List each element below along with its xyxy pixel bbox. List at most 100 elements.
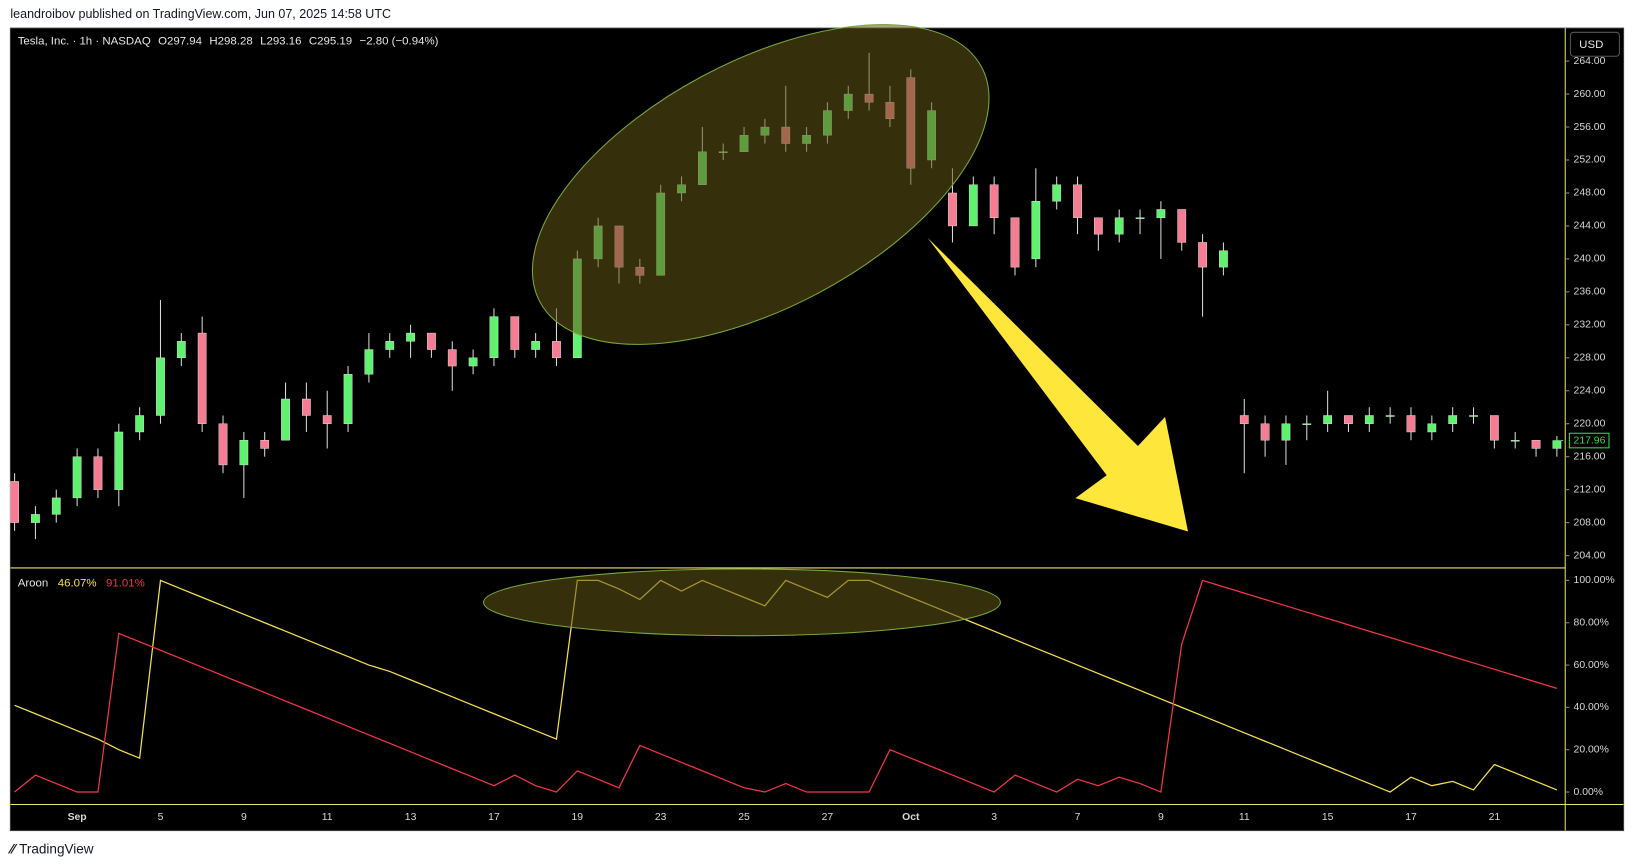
- x-tick-label: 23: [655, 812, 667, 823]
- candle-body: [176, 341, 186, 359]
- candle-body: [406, 332, 415, 342]
- y-tick-label: 60.00%: [1574, 660, 1609, 671]
- footer-logo-text: TradingView: [19, 841, 94, 856]
- x-tick-label: 7: [1075, 812, 1081, 823]
- indicator-title: Aroon: [18, 578, 49, 590]
- candle-body: [322, 415, 332, 424]
- y-tick-label: 264.00: [1574, 56, 1606, 67]
- aroon-line: [14, 579, 1558, 793]
- candle-body: [156, 357, 165, 416]
- y-tick-label: 0.00%: [1574, 787, 1604, 798]
- candle-body: [51, 497, 61, 515]
- symbol-legend: Tesla, Inc. · 1h · NASDAQ O297.94 H298.2…: [18, 36, 439, 48]
- candle-body: [93, 456, 103, 490]
- x-tick-label: 9: [1158, 812, 1164, 823]
- candle-body: [1156, 209, 1166, 218]
- candle-body: [218, 423, 228, 466]
- candle-body: [281, 398, 290, 441]
- candle-body: [1406, 415, 1416, 433]
- y-tick-label: 232.00: [1574, 320, 1606, 331]
- ohlc-value: O297.94: [158, 36, 203, 48]
- last-price-label: 217.96: [1574, 435, 1606, 446]
- candle-body: [1552, 440, 1562, 449]
- ohlc-change: −2.80 (−0.94%): [360, 36, 439, 48]
- x-tick-label: 17: [488, 812, 500, 823]
- x-tick-label: 27: [822, 812, 834, 823]
- indicator-legend: Aroon 46.07% 91.01%: [18, 578, 145, 590]
- y-tick-label: 228.00: [1574, 353, 1606, 364]
- candle-body: [364, 349, 374, 375]
- candle-body: [1219, 250, 1228, 268]
- x-tick-label: 9: [241, 812, 247, 823]
- candle-body: [1364, 415, 1374, 424]
- candle-body: [1198, 242, 1207, 268]
- y-tick-label: 208.00: [1574, 517, 1606, 528]
- candle-body: [1427, 423, 1437, 433]
- last-price-box: [1568, 432, 1610, 449]
- currency-button[interactable]: [1569, 31, 1620, 57]
- x-tick-label: 25: [738, 812, 750, 823]
- y-tick-label: 260.00: [1574, 89, 1606, 100]
- y-tick-label: 216.00: [1574, 451, 1606, 462]
- candle-body: [1239, 415, 1249, 424]
- candle-body: [1052, 184, 1062, 202]
- y-tick-label: 80.00%: [1574, 618, 1609, 629]
- candle-body: [31, 514, 40, 523]
- candle-body: [1448, 415, 1458, 424]
- candle-body: [1323, 415, 1333, 424]
- y-tick-label: 240.00: [1574, 254, 1606, 265]
- arrow-annotation: [927, 237, 1188, 532]
- candle-body: [1302, 423, 1312, 425]
- ohlc-value: L293.16: [260, 36, 301, 48]
- y-tick-label: 220.00: [1574, 418, 1606, 429]
- candle-body: [1469, 415, 1478, 417]
- highlight-ellipse: [531, 24, 990, 345]
- candle-body: [197, 332, 207, 424]
- x-tick-label: 11: [322, 812, 333, 823]
- symbol-title: Tesla, Inc. · 1h · NASDAQ: [18, 36, 151, 48]
- publisher-line: leandroibov published on TradingView.com…: [10, 7, 391, 21]
- candle-body: [343, 374, 353, 424]
- candle-body: [10, 481, 19, 523]
- candle-body: [72, 456, 82, 499]
- highlight-ellipse: [483, 568, 1001, 637]
- candle-body: [489, 316, 499, 359]
- x-tick-label: 13: [405, 812, 417, 823]
- x-tick-label: 19: [572, 812, 584, 823]
- ohlc-value: H298.28: [209, 36, 252, 48]
- candle-body: [427, 332, 436, 350]
- y-tick-label: 212.00: [1574, 484, 1606, 495]
- candle-body: [1385, 415, 1395, 417]
- footer-logo: ⁄⁄ TradingView: [7, 841, 93, 856]
- x-tick-label: 5: [158, 812, 164, 823]
- candle-body: [1489, 415, 1499, 441]
- x-tick-label: Sep: [68, 812, 87, 823]
- candle-body: [114, 431, 124, 490]
- y-tick-label: 256.00: [1574, 122, 1606, 133]
- candle-body: [989, 184, 999, 218]
- candle-body: [301, 398, 311, 416]
- candle-body: [552, 341, 561, 359]
- candle-body: [1114, 217, 1124, 235]
- candle-body: [1135, 217, 1145, 219]
- candle-body: [1531, 440, 1541, 449]
- y-tick-label: 100.00%: [1574, 575, 1615, 586]
- legend-entry: 91.01%: [106, 578, 145, 590]
- y-tick-label: 236.00: [1574, 287, 1606, 298]
- candle-body: [260, 440, 270, 449]
- candle-body: [948, 192, 957, 227]
- candle-body: [447, 349, 457, 367]
- y-tick-label: 244.00: [1574, 221, 1606, 232]
- candle-body: [1093, 217, 1103, 235]
- x-tick-label: 21: [1489, 812, 1501, 823]
- y-tick-label: 224.00: [1574, 386, 1606, 397]
- candle-body: [1010, 217, 1020, 268]
- x-tick-label: 3: [991, 812, 997, 823]
- candle-body: [135, 415, 145, 433]
- candle-body: [1177, 209, 1187, 243]
- candle-body: [1281, 423, 1291, 441]
- candle-body: [531, 341, 541, 350]
- legend-entry: 46.07%: [58, 578, 97, 590]
